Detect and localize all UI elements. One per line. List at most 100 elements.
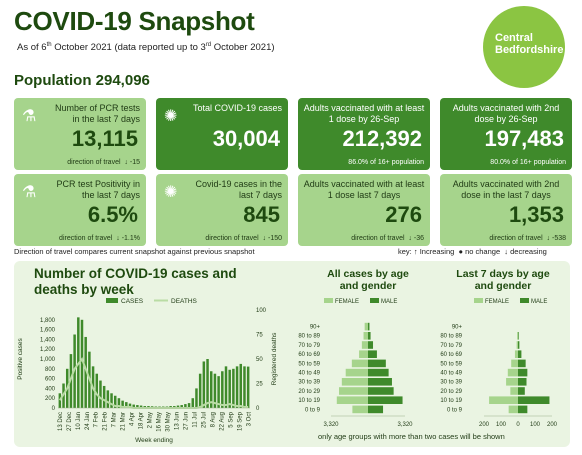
legend-female-label: FEMALE xyxy=(485,299,509,305)
x-tick-label: 11 Jul xyxy=(192,412,198,428)
female-bar xyxy=(345,368,368,377)
legend-cases-swatch xyxy=(106,298,118,303)
female-bar xyxy=(361,341,368,349)
flask-icon: ⚗ xyxy=(22,108,37,125)
age-group-label: 80 to 89 xyxy=(298,334,320,340)
male-bar xyxy=(518,378,527,386)
age-group-label: 10 to 19 xyxy=(440,398,462,404)
case-bar xyxy=(221,371,224,408)
first-dose-total-value: 212,392 xyxy=(342,126,422,151)
y2-tick-label: 0 xyxy=(256,406,260,412)
case-bar xyxy=(102,385,106,408)
male-bar xyxy=(518,396,550,404)
y-tick-label: 400 xyxy=(45,386,56,392)
age-group-label: 90+ xyxy=(310,325,321,331)
x-tick-label: 100 xyxy=(496,422,507,428)
case-bar xyxy=(58,393,62,408)
y2-tick-label: 50 xyxy=(256,357,263,363)
age-group-label: 0 to 9 xyxy=(447,407,463,413)
case-bar xyxy=(187,403,191,408)
x-tick-label: 24 Jan xyxy=(85,412,91,430)
male-bar xyxy=(518,359,526,368)
x-tick-label: 0 xyxy=(516,422,520,428)
legend-female-swatch xyxy=(474,298,483,303)
x-tick-label: 19 Sep xyxy=(237,411,243,431)
case-bar xyxy=(239,363,243,408)
legend-deaths-label: DEATHS xyxy=(171,298,198,305)
male-bar xyxy=(518,332,519,340)
virus-icon: ✺ xyxy=(164,184,178,201)
x-tick-label: 21 Mar xyxy=(121,412,127,431)
page-title: COVID-19 Snapshot xyxy=(14,6,255,36)
last-7-days-pyramid-chart: FEMALE MALE 0 to 9 10 to 19 20 to 29 30 to 39… xyxy=(440,298,558,428)
y-tick-label: 0 xyxy=(52,406,56,412)
direction-key: key: ↑ Increasing ● no change ↓ decreasi… xyxy=(398,247,547,256)
case-bar xyxy=(202,361,206,408)
x-tick-label: 21 Feb xyxy=(103,411,109,430)
male-bar xyxy=(518,405,528,414)
age-group-label: 40 to 49 xyxy=(298,371,320,377)
y2-tick-label: 100 xyxy=(256,308,267,314)
x-tick-label: 3 Oct xyxy=(246,412,252,427)
card-pcr-tests: ⚗ Number of PCR tests in the last 7 days… xyxy=(14,98,146,170)
case-bar xyxy=(99,380,102,408)
age-group-label: 90+ xyxy=(452,325,463,331)
weekly-cases-deaths-chart: CASES DEATHS 0 200 400 600 800 1,000 1,200 1,400 1… xyxy=(17,298,278,444)
card-pcr-positivity: ⚗ PCR test Positivity in the last 7 days… xyxy=(14,174,146,246)
male-bar xyxy=(518,368,528,377)
case-bar xyxy=(113,395,117,408)
charts-panel xyxy=(14,261,570,447)
female-bar xyxy=(517,332,518,340)
report-date: As of 6th October 2021 (data reported up… xyxy=(17,42,275,54)
council-logo: Central Bedfordshire xyxy=(483,6,565,88)
age-group-label: 50 to 59 xyxy=(298,361,320,367)
female-bar xyxy=(341,378,368,386)
age-group-label: 50 to 59 xyxy=(440,361,462,367)
male-bar xyxy=(518,341,520,349)
y2-tick-label: 75 xyxy=(256,333,263,339)
case-bar xyxy=(125,402,128,408)
legend-female-label: FEMALE xyxy=(335,299,359,305)
case-bar xyxy=(243,366,246,408)
deaths-line xyxy=(58,356,249,409)
case-bar xyxy=(246,366,250,408)
case-bar xyxy=(228,369,231,408)
first-dose-7-days-value: 276 xyxy=(385,202,422,227)
case-bar xyxy=(132,404,135,408)
case-bar xyxy=(136,405,139,408)
x-tick-label: 13 Jun xyxy=(174,412,180,430)
x-tick-label: 27 Jun xyxy=(183,412,189,430)
case-bar xyxy=(224,366,228,408)
y-tick-label: 1,200 xyxy=(40,347,56,353)
y-tick-label: 1,000 xyxy=(40,357,56,363)
legend-male-label: MALE xyxy=(381,299,397,305)
age-group-label: 80 to 89 xyxy=(440,334,462,340)
case-bar xyxy=(184,404,187,408)
male-bar xyxy=(368,322,370,331)
case-bar xyxy=(80,319,84,408)
x-tick-label: 5 Sep xyxy=(228,411,234,427)
female-bar xyxy=(510,387,518,395)
x-tick-label: 200 xyxy=(479,422,490,428)
case-bar xyxy=(117,398,121,408)
case-bar xyxy=(195,388,198,408)
female-bar xyxy=(336,396,368,404)
weekly-chart-title: Number of COVID-19 cases and deaths by w… xyxy=(34,266,237,297)
case-bar xyxy=(235,366,239,408)
age-group-label: 60 to 69 xyxy=(440,352,462,358)
y2-axis-label: Registered deaths xyxy=(271,332,278,386)
legend-female-swatch xyxy=(324,298,333,303)
second-dose-7-days-value: 1,353 xyxy=(508,202,564,227)
y-tick-label: 1,800 xyxy=(40,318,56,324)
case-bar xyxy=(95,373,99,408)
card-cases-7-days: ✺ Covid-19 cases in the last 7 days 845 … xyxy=(156,174,288,246)
male-bar xyxy=(368,368,389,377)
y-axis-label: Positive cases xyxy=(17,337,24,379)
card-first-dose-total: Adults vaccinated with at least 1 dose b… xyxy=(298,98,430,170)
x-tick-label: 2 May xyxy=(148,412,154,428)
male-bar xyxy=(368,359,386,368)
case-bar xyxy=(213,373,217,408)
female-bar xyxy=(511,359,518,368)
population-heading: Population 294,096 xyxy=(14,72,150,89)
female-bar xyxy=(363,332,368,340)
